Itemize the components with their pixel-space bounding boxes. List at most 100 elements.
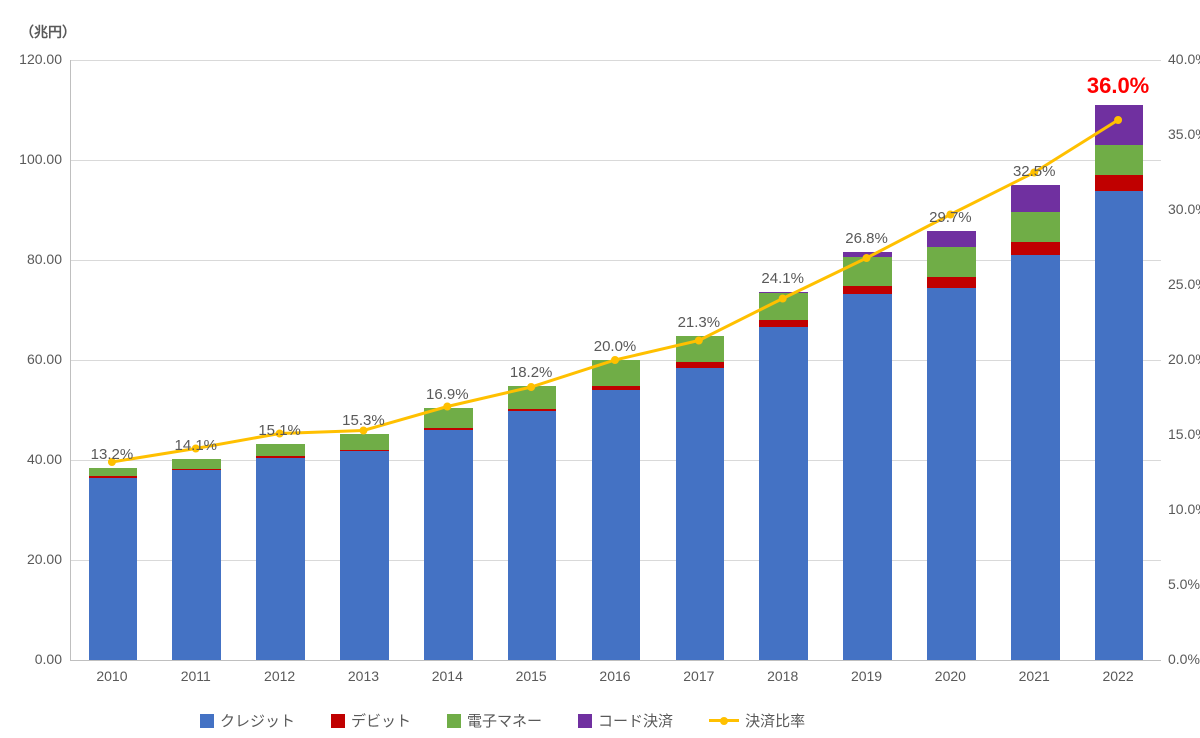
y-tick-left: 40.00 [12, 451, 62, 467]
bar-group [592, 360, 641, 660]
y-tick-right: 0.0% [1168, 651, 1200, 667]
gridline [71, 60, 1161, 61]
legend-line-icon [709, 717, 739, 725]
legend-item: 電子マネー [447, 710, 542, 731]
bar-group [508, 386, 557, 661]
x-tick: 2010 [96, 668, 127, 684]
bar-group [340, 434, 389, 660]
y-tick-left: 80.00 [12, 251, 62, 267]
bar-segment-code [1011, 185, 1060, 212]
bar-segment-credit [676, 368, 725, 661]
x-tick: 2018 [767, 668, 798, 684]
bar-group [89, 468, 138, 660]
x-tick: 2020 [935, 668, 966, 684]
bar-segment-emoney [508, 386, 557, 409]
legend-item-line: 決済比率 [709, 710, 805, 731]
y-tick-right: 20.0% [1168, 351, 1200, 367]
x-tick: 2016 [599, 668, 630, 684]
bar-segment-debit [256, 456, 305, 458]
bar-segment-code [843, 252, 892, 257]
data-label: 29.7% [929, 209, 972, 226]
bar-group [927, 231, 976, 661]
bar-segment-credit [1095, 191, 1144, 660]
data-label: 14.1% [174, 437, 217, 454]
bar-segment-emoney [676, 336, 725, 362]
data-label: 15.1% [258, 422, 301, 439]
bar-segment-debit [843, 286, 892, 295]
bar-segment-credit [340, 451, 389, 660]
bar-group [1011, 185, 1060, 660]
legend-label: コード決済 [598, 710, 673, 731]
bar-group [1095, 105, 1144, 660]
y-tick-right: 5.0% [1168, 576, 1200, 592]
bar-segment-credit [759, 327, 808, 661]
data-label: 18.2% [510, 364, 553, 381]
bar-segment-emoney [1011, 212, 1060, 242]
legend-label: 電子マネー [467, 710, 542, 731]
y-tick-left: 120.00 [12, 51, 62, 67]
legend-swatch [578, 714, 592, 728]
legend-label: デビット [351, 710, 411, 731]
x-tick: 2017 [683, 668, 714, 684]
y-tick-left: 60.00 [12, 351, 62, 367]
data-label: 36.0% [1087, 73, 1149, 99]
x-tick: 2011 [181, 668, 211, 684]
y-tick-right: 25.0% [1168, 276, 1200, 292]
bar-segment-debit [340, 450, 389, 452]
y-tick-left: 0.00 [12, 651, 62, 667]
legend-label: 決済比率 [745, 710, 805, 731]
legend-item: コード決済 [578, 710, 673, 731]
legend-swatch [331, 714, 345, 728]
data-label: 13.2% [91, 446, 134, 463]
legend-item: クレジット [200, 710, 295, 731]
bar-segment-credit [172, 470, 221, 660]
bar-segment-emoney [89, 468, 138, 476]
legend-swatch [447, 714, 461, 728]
chart-root: （兆円） クレジットデビット電子マネーコード決済決済比率 0.0020.0040… [0, 0, 1200, 738]
gridline [71, 260, 1161, 261]
bar-segment-debit [592, 386, 641, 391]
data-label: 21.3% [678, 314, 721, 331]
bar-segment-emoney [256, 444, 305, 456]
bar-segment-emoney [927, 247, 976, 277]
bar-group [172, 459, 221, 660]
bar-segment-debit [927, 277, 976, 288]
bar-segment-credit [1011, 255, 1060, 660]
bar-segment-debit [172, 469, 221, 471]
bar-segment-emoney [843, 257, 892, 286]
bar-segment-credit [256, 458, 305, 661]
bar-group [843, 252, 892, 661]
bar-segment-debit [759, 320, 808, 327]
bar-segment-emoney [592, 360, 641, 386]
data-label: 20.0% [594, 338, 637, 355]
legend-swatch [200, 714, 214, 728]
bar-segment-debit [676, 362, 725, 368]
x-tick: 2022 [1102, 668, 1133, 684]
y-tick-right: 10.0% [1168, 501, 1200, 517]
bar-segment-code [927, 231, 976, 247]
bar-group [256, 444, 305, 660]
bar-segment-emoney [1095, 145, 1144, 176]
bar-segment-credit [508, 411, 557, 660]
y-tick-left: 100.00 [12, 151, 62, 167]
data-label: 24.1% [761, 270, 804, 287]
x-tick: 2014 [432, 668, 463, 684]
legend-label: クレジット [220, 710, 295, 731]
bar-segment-credit [927, 288, 976, 661]
bar-segment-emoney [759, 293, 808, 321]
bar-segment-debit [508, 409, 557, 412]
bar-segment-debit [89, 476, 138, 478]
bar-segment-credit [592, 390, 641, 660]
data-label: 16.9% [426, 386, 469, 403]
y-axis-unit-label: （兆円） [20, 22, 76, 42]
x-tick: 2013 [348, 668, 379, 684]
bar-segment-emoney [340, 434, 389, 450]
bar-segment-code [759, 292, 808, 293]
bar-group [759, 292, 808, 661]
bar-group [424, 408, 473, 660]
y-tick-right: 35.0% [1168, 126, 1200, 142]
bar-segment-emoney [424, 408, 473, 428]
data-label: 32.5% [1013, 163, 1056, 180]
bar-segment-debit [1095, 175, 1144, 191]
data-label: 15.3% [342, 412, 385, 429]
